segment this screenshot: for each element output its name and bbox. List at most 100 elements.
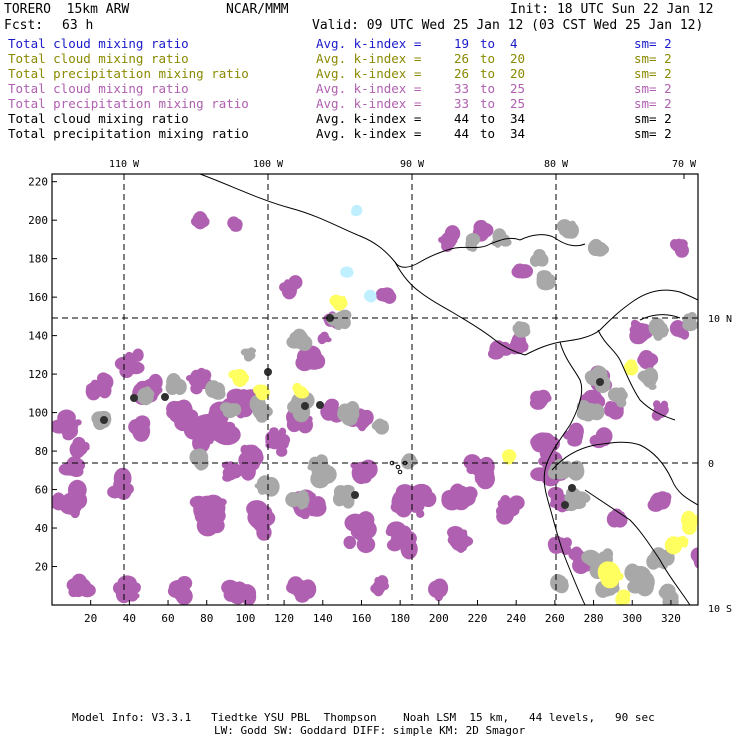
legend-to: to [480,66,496,81]
dark-cloud-core [316,401,324,409]
x-tick-label: 40 [123,612,136,625]
legend-field-name: Total cloud mixing ratio [8,51,189,66]
x-tick-label: 180 [390,612,410,625]
purple-cloud-cell [236,397,244,403]
legend-field-name: Total cloud mixing ratio [8,81,189,96]
legend-to: to [480,111,496,126]
gray-cloud-cell [513,321,527,335]
x-tick-label: 220 [468,612,488,625]
legend-k-start: 19 [454,36,470,51]
y-tick-label: 60 [35,484,48,497]
organization-label: NCAR/MMM [226,2,289,17]
gray-cloud-cell [608,393,620,402]
purple-cloud-cell [432,583,445,597]
gray-cloud-cell [617,390,628,401]
dark-cloud-core [130,394,138,402]
dark-cloud-core [161,393,169,401]
gray-cloud-cell [532,252,549,267]
dark-cloud-core [100,416,108,424]
y-tick-label: 200 [28,214,48,227]
x-tick-label: 280 [584,612,604,625]
legend-smoothing: sm= 2 [634,111,672,126]
yellow-cloud-cell [680,538,689,548]
x-tick-label: 260 [545,612,565,625]
purple-cloud-cell [441,489,458,506]
yellow-cloud-cell [625,359,637,371]
legend-field-name: Total precipitation mixing ratio [8,126,249,141]
gray-cloud-cell [294,491,310,508]
legend-to: to [480,36,496,51]
gray-cloud-cell [316,454,327,465]
yellow-cloud-cell [502,452,515,465]
gray-cloud-cell [194,452,203,459]
dark-cloud-core [326,314,334,322]
purple-cloud-cell [652,400,661,409]
gray-cloud-cell [635,574,648,587]
purple-cloud-cell [62,430,75,441]
gray-cloud-cell [467,236,477,244]
purple-cloud-cell [190,216,204,227]
purple-cloud-cell [297,582,305,590]
legend-k-start: 26 [454,51,470,66]
purple-cloud-cell [476,227,484,233]
legend-avg-label: Avg. k-index = [316,96,422,111]
purple-cloud-cell [306,352,322,365]
gray-cloud-cell [170,382,180,392]
purple-cloud-cell [315,500,326,513]
purple-cloud-cell [265,430,284,450]
coastline [551,441,698,506]
purple-cloud-cell [475,477,484,484]
purple-cloud-cell [385,527,395,537]
cyan-cloud-cell [340,266,354,276]
legend-avg-label: Avg. k-index = [316,126,422,141]
x-tick-label: 320 [661,612,681,625]
gray-cloud-cell [341,491,349,499]
purple-cloud-cell [65,489,87,511]
legend-k-end: 34 [510,126,526,141]
y-tick-label: 160 [28,291,48,304]
purple-cloud-cell [137,427,149,437]
purple-cloud-cell [229,589,246,605]
coastline-layer [199,174,698,605]
purple-cloud-cell [640,351,654,364]
gray-cloud-cell [664,589,676,601]
purple-cloud-cell [456,486,467,494]
legend-avg-label: Avg. k-index = [316,66,422,81]
gray-cloud-cell [334,311,350,325]
yellow-cloud-cell [297,389,305,395]
purple-cloud-cell [462,486,478,501]
x-tick-label: 140 [313,612,333,625]
purple-cloud-cell [189,495,208,509]
legend-k-start: 44 [454,126,470,141]
longitude-label: 90 W [400,159,425,170]
purple-cloud-cell [454,535,466,545]
legend-k-end: 25 [510,81,526,96]
purple-cloud-cell [672,325,684,335]
y-tick-label: 100 [28,407,48,420]
purple-cloud-cell [230,218,243,231]
legend-avg-label: Avg. k-index = [316,81,422,96]
x-tick-label: 100 [235,612,255,625]
legend-to: to [480,51,496,66]
purple-cloud-cell [361,414,370,423]
dark-cloud-core [568,484,576,492]
purple-cloud-cell [230,469,240,479]
purple-cloud-cell [394,537,409,548]
purple-cloud-cell [311,361,323,370]
purple-cloud-cell [286,288,293,295]
x-tick-label: 20 [84,612,97,625]
legend-row: Total cloud mixing ratio Avg. k-index = 26… [8,51,728,66]
gray-cloud-cell [683,320,697,330]
model-title: TORERO 15km ARW [4,2,130,17]
gray-cloud-cell [554,469,567,480]
latitude-label: 0 [708,459,714,470]
purple-cloud-cell [494,340,504,348]
purple-cloud-cell [252,504,273,521]
purple-cloud-cell [53,492,64,503]
purple-cloud-cell [497,499,506,509]
purple-cloud-cell [66,578,83,593]
purple-cloud-cell [508,503,516,512]
purple-cloud-cell [322,336,329,343]
gray-cloud-cell [583,403,599,420]
gray-cloud-cell [642,367,659,386]
